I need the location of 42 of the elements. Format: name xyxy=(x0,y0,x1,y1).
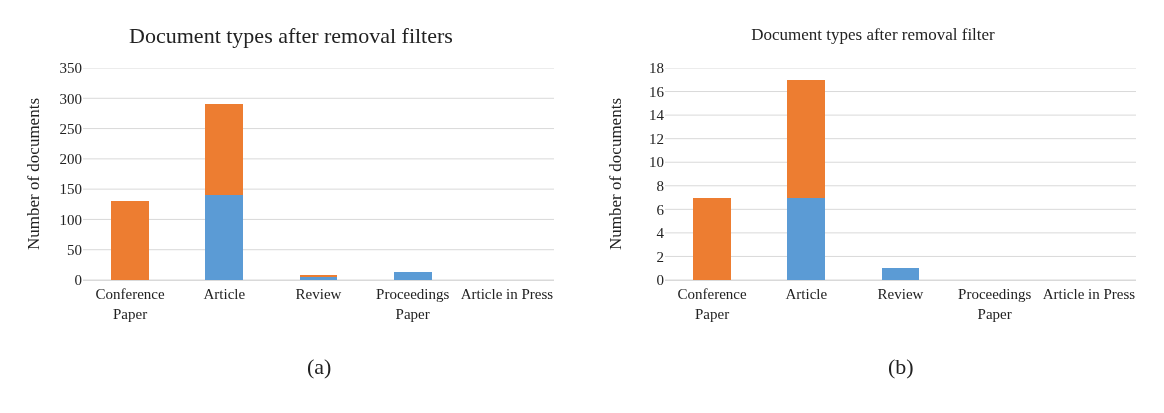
y-tick-label: 12 xyxy=(649,130,664,147)
x-tick-label: Article xyxy=(203,286,246,302)
y-tick-label: 0 xyxy=(656,272,664,289)
x-tick-label: Conference Paper xyxy=(95,286,165,322)
y-tick-label: 10 xyxy=(649,154,664,171)
bar xyxy=(393,271,432,280)
y-tick-label: 18 xyxy=(649,60,664,77)
x-tick-label: Review xyxy=(877,286,924,302)
y-tick-label: 50 xyxy=(67,241,82,258)
x-tick-label: Proceedings Paper xyxy=(376,286,450,322)
x-tick-label: Article xyxy=(785,286,828,302)
y-tick-label: 0 xyxy=(74,272,82,289)
bar xyxy=(111,201,149,280)
y-tick-label: 250 xyxy=(59,120,82,137)
y-tick-label: 300 xyxy=(59,90,82,107)
chart-title: Document types after removal filter xyxy=(751,24,996,44)
x-tick-label: Article in Press xyxy=(1042,286,1136,302)
bar xyxy=(787,79,826,198)
y-tick-label: 350 xyxy=(59,60,82,77)
x-tick-label: Conference Paper xyxy=(677,286,747,322)
y-tick-label: 200 xyxy=(59,151,82,168)
y-tick-label: 16 xyxy=(649,83,665,100)
bar xyxy=(205,104,244,196)
y-axis-title: Number of documents xyxy=(606,97,625,251)
y-tick-label: 100 xyxy=(59,211,82,228)
y-tick-label: 2 xyxy=(656,248,664,265)
y-tick-label: 8 xyxy=(656,178,664,195)
chart-title: Document types after removal filters xyxy=(129,23,453,49)
bar xyxy=(693,197,731,280)
text: (a) xyxy=(307,354,332,379)
bar xyxy=(787,197,826,280)
x-tick-label: Review xyxy=(295,286,342,302)
x-tick-label: Proceedings Paper xyxy=(958,286,1032,322)
y-tick-label: 4 xyxy=(656,225,665,242)
y-tick-label: 14 xyxy=(649,107,665,124)
bar xyxy=(881,268,920,280)
y-tick-label: 6 xyxy=(656,201,665,218)
y-axis-title: Number of documents xyxy=(24,97,43,251)
y-tick-label: 150 xyxy=(59,181,82,198)
x-tick-label: Article in Press xyxy=(460,286,554,302)
bar xyxy=(205,195,244,280)
text: (b) xyxy=(888,354,914,379)
